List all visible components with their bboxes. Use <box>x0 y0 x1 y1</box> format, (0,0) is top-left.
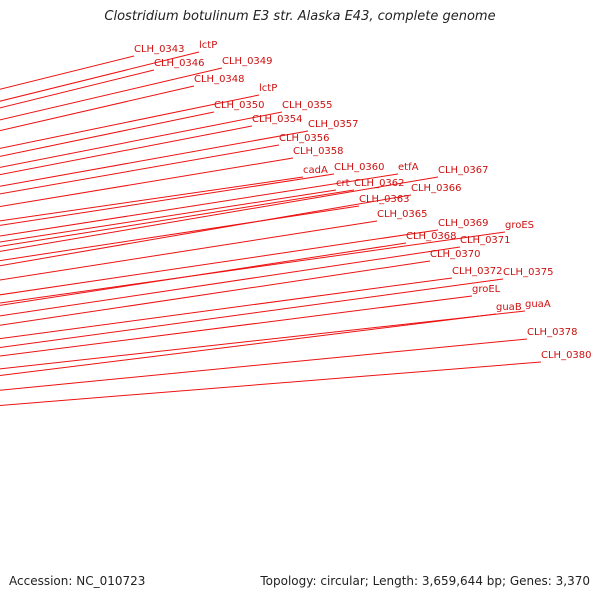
gene-label: guaA <box>525 299 551 310</box>
leader-line <box>0 94 260 149</box>
gene-label: CLH_0371 <box>460 235 511 246</box>
gene-label: CLH_0368 <box>406 231 457 242</box>
gene-label: guaB <box>496 302 522 313</box>
gene-label: cadA <box>303 165 328 176</box>
leader-line <box>0 173 335 226</box>
gene-label: lctP <box>259 83 277 94</box>
gene-label: CLH_0346 <box>154 58 205 69</box>
leader-line <box>0 55 135 90</box>
leader-line <box>0 313 497 377</box>
leader-line <box>0 111 215 157</box>
leader-line <box>0 220 378 281</box>
leader-line <box>0 295 473 357</box>
leader-line <box>0 111 283 168</box>
gene-label: CLH_0360 <box>334 162 385 173</box>
leader-line <box>0 260 431 326</box>
leader-line <box>0 242 407 306</box>
gene-label: CLH_0380 <box>541 350 592 361</box>
gene-label: CLH_0355 <box>282 100 333 111</box>
gene-label: CLH_0367 <box>438 165 489 176</box>
leader-line <box>0 51 200 102</box>
gene-label-group: CLH_0343 lctP CLH_0346 CLH_0349 CLH_0348 lctP… <box>134 40 592 361</box>
accession-text: Accession: NC_010723 <box>9 574 146 588</box>
leader-lines <box>0 51 542 406</box>
leader-line <box>0 125 253 176</box>
leader-line <box>0 277 453 340</box>
gene-label: CLH_0357 <box>308 119 359 130</box>
map-title: Clostridium botulinum E3 str. Alaska E43… <box>104 9 496 24</box>
gene-label: CLH_0372 <box>452 266 503 277</box>
gene-label: CLH_0354 <box>252 114 303 125</box>
gene-label: groES <box>505 220 534 231</box>
leader-line <box>0 278 504 349</box>
gene-label: etfA <box>398 162 419 173</box>
leader-line <box>0 67 223 121</box>
gene-label: CLH_0350 <box>214 100 265 111</box>
gene-label: CLH_0366 <box>411 183 462 194</box>
gene-label: CLH_0363 <box>359 194 410 205</box>
leader-line <box>0 144 280 195</box>
leader-line <box>0 69 155 109</box>
leader-line <box>0 130 309 187</box>
gene-label: CLH_0348 <box>194 74 245 85</box>
leader-line <box>0 310 526 370</box>
gene-label: CLH_0356 <box>279 133 330 144</box>
gene-label: CLH_0378 <box>527 327 578 338</box>
leader-line <box>0 361 542 406</box>
gene-label: CLH_0358 <box>293 146 344 157</box>
genome-stats-text: Topology: circular; Length: 3,659,644 bp… <box>260 574 590 588</box>
leader-line <box>0 173 399 237</box>
gene-label: CLH_0375 <box>503 267 554 278</box>
gene-label: CLH_0343 <box>134 44 185 55</box>
leader-line <box>0 176 439 252</box>
leader-line <box>0 189 337 243</box>
leader-line <box>0 338 528 391</box>
leader-line <box>0 229 439 296</box>
leader-line <box>0 176 304 222</box>
gene-label: CLH_0362 <box>354 178 405 189</box>
leader-line <box>0 189 355 247</box>
leader-line <box>0 246 461 317</box>
leader-line <box>0 194 412 267</box>
gene-label: CLH_0365 <box>377 209 428 220</box>
leader-line <box>0 85 195 132</box>
gene-label: CLH_0349 <box>222 56 273 67</box>
leader-line <box>0 157 294 208</box>
leader-line <box>0 231 506 304</box>
gene-label: crt <box>336 178 350 189</box>
gene-label: lctP <box>199 40 217 51</box>
gene-label: CLH_0370 <box>430 249 481 260</box>
gene-label: groEL <box>472 284 501 295</box>
gene-label: CLH_0369 <box>438 218 489 229</box>
